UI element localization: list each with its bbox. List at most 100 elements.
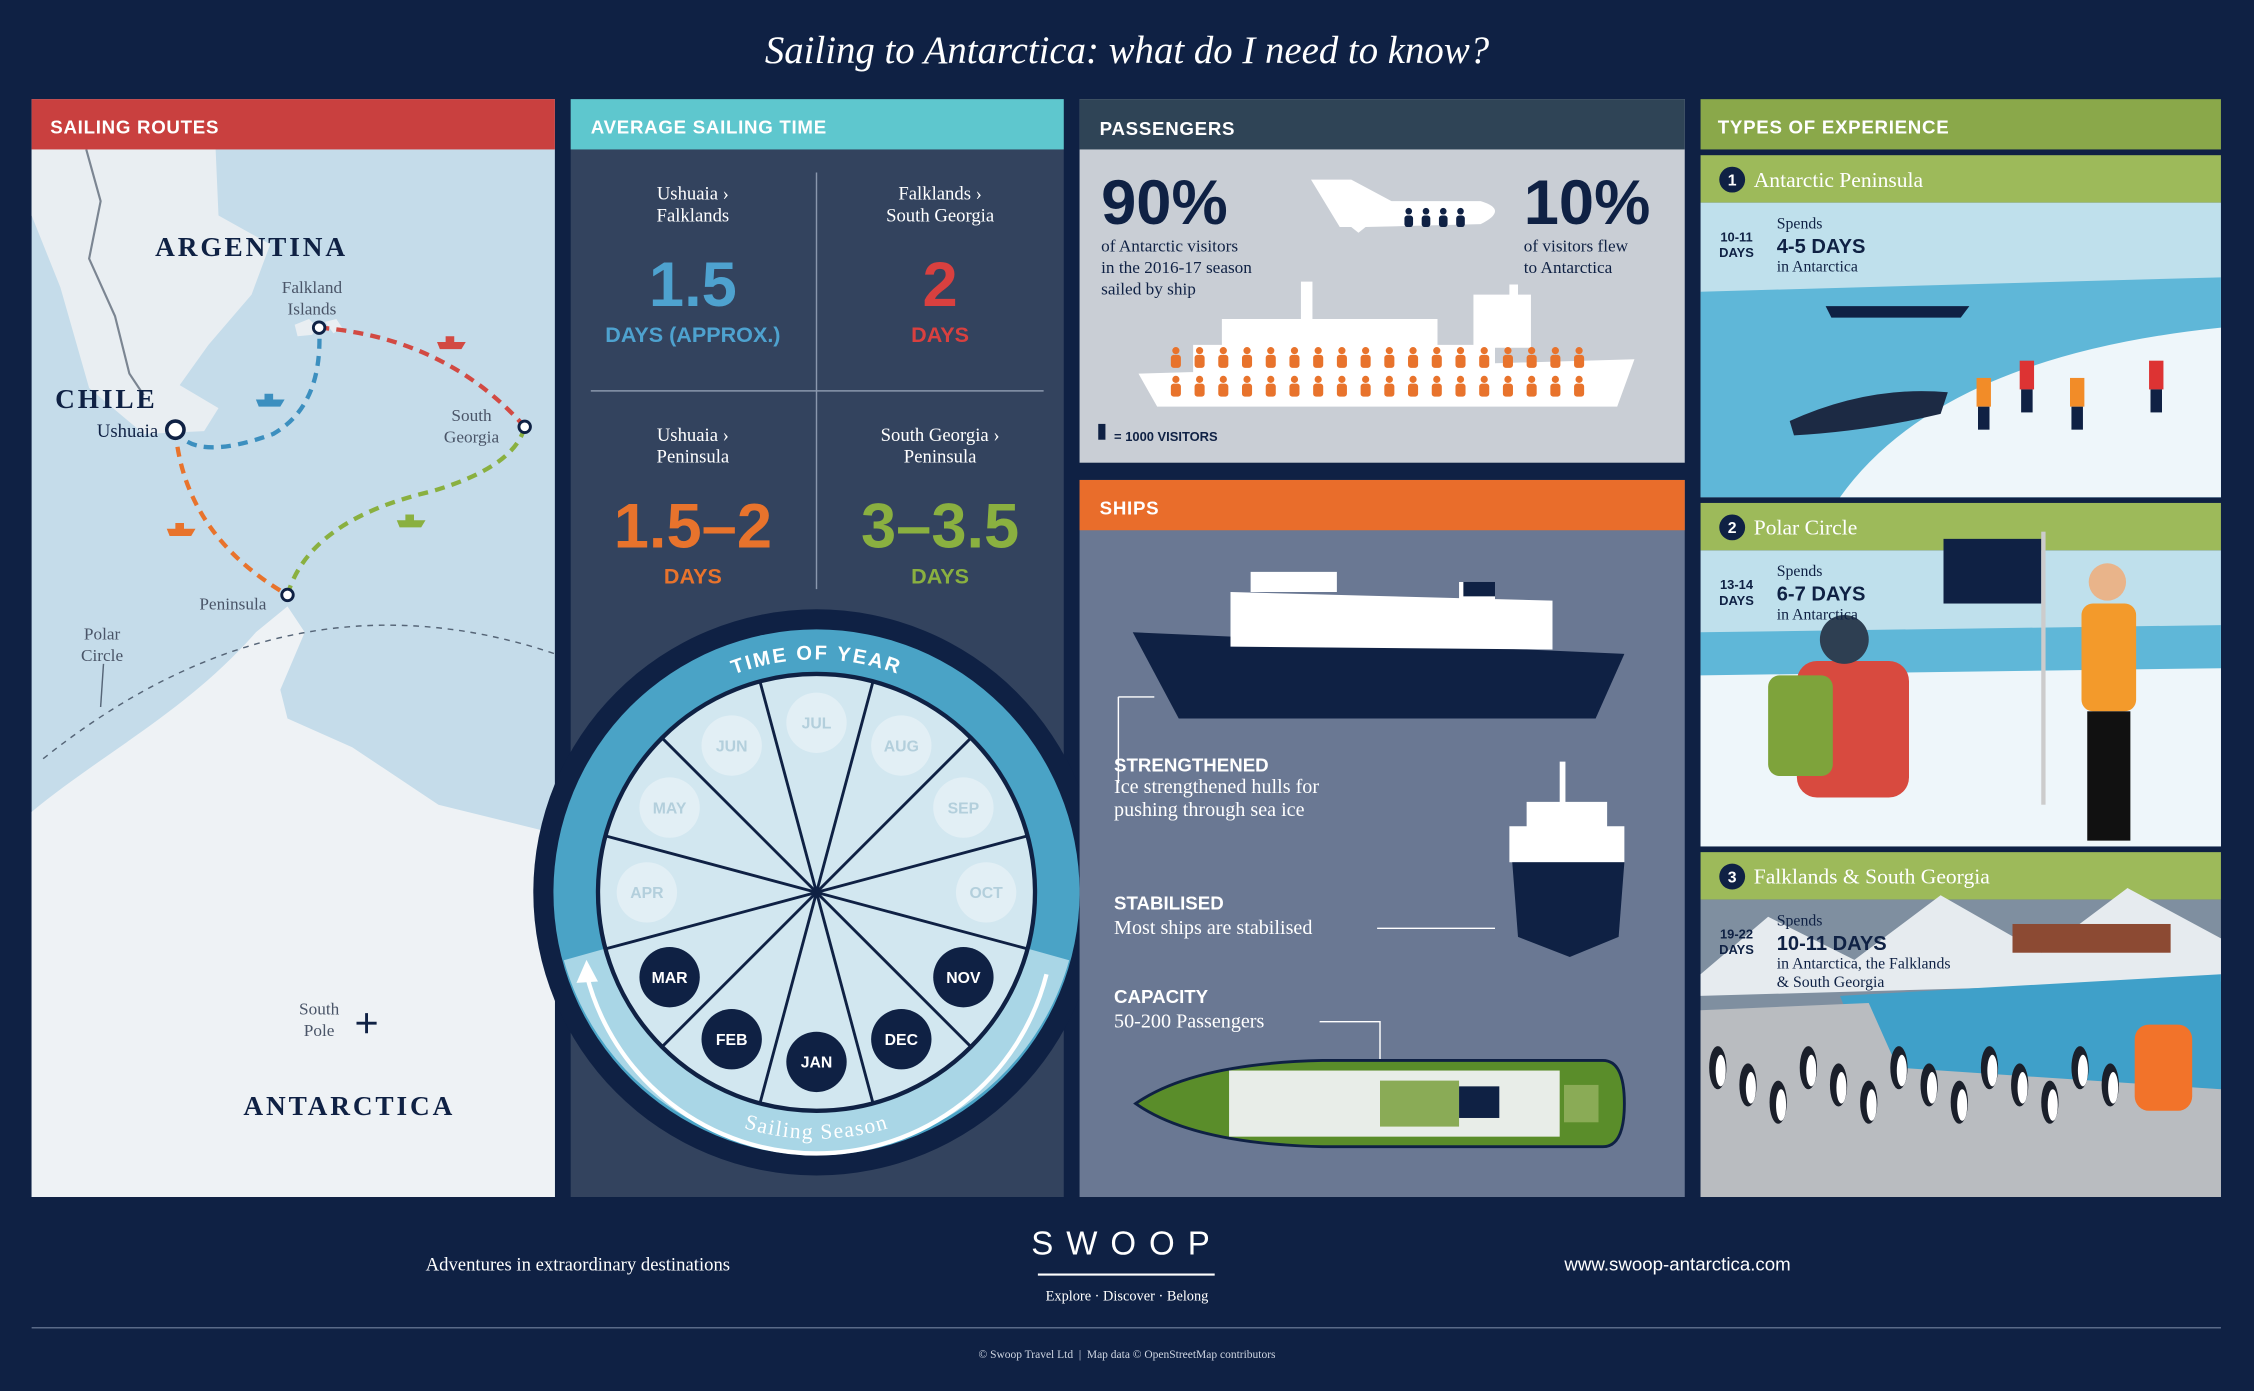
visitor-icon [1574,383,1585,397]
item-duration: 10-11 [1720,229,1752,244]
month-label: JUN [716,738,748,755]
map-panel [31,99,556,1198]
route-days: 1.5 [649,250,737,320]
passengers-panel [1138,281,1635,407]
month-dot [639,946,700,1008]
item-number-dot [1719,863,1746,890]
visitor-icon [1404,215,1414,228]
visitor-icon [1336,354,1347,368]
time-of-year-wheel [584,973,1049,1156]
flag [1943,538,2042,604]
map-panel [173,429,289,597]
place-label: Pole [304,1021,335,1040]
passengers-panel [1311,179,1495,228]
month-dot [639,777,700,838]
penguin [1776,1089,1787,1121]
visitor-icon [1243,347,1251,355]
bay [1840,974,2221,1090]
place-label: Islands [288,300,337,319]
passengers-panel [1079,99,1685,150]
visitor-icon [1384,354,1395,368]
visitor-icon [1551,347,1559,355]
visitor-icon [1526,383,1537,397]
month-dot [616,862,678,923]
month-label: NOV [946,970,981,987]
route-days: 2 [923,250,958,320]
penguin [1866,1089,1877,1121]
person [1976,377,1991,407]
zodiac [1789,391,1948,436]
place-label: Polar [84,624,121,643]
visitor-icon [1526,354,1537,368]
item-duration: DAYS [1719,245,1754,260]
visitor-icon [1338,347,1346,355]
url[interactable]: www.swoop-antarctica.com [1563,1253,1790,1274]
month-label: APR [630,885,664,902]
visitor-icons [1170,207,1585,397]
panel-heading: SAILING ROUTES [50,117,219,138]
wheel-spoke [815,682,875,893]
visitor-icon [1575,347,1583,355]
visitor-icon [1480,347,1488,355]
item-spends: Spends [1777,912,1823,929]
month-dot [933,777,994,838]
feature-text: pushing through sea ice [1114,799,1305,821]
person [2071,406,2083,430]
penguin [1806,1054,1817,1087]
visitor-icon [1479,383,1490,397]
visitor-icon [1433,375,1441,383]
route-days: 3–3.5 [861,492,1019,562]
share-text: sailed by ship [1101,280,1196,299]
visitor-icon [1243,375,1251,383]
person [1978,406,1990,430]
route-name: Falklands [657,205,730,226]
route-name: Ushuaia › [657,425,729,446]
visitor-icon [1438,215,1448,228]
month-label: OCT [969,885,1003,902]
credits: © Swoop Travel Ltd | Map data © OpenStre… [979,1349,1277,1361]
item-spends: Spends [1777,215,1823,232]
route-unit: DAYS (APPROX.) [605,322,780,347]
visitor-icon [1408,383,1419,397]
wheel-spoke [815,891,972,1047]
logo: SWOOP [1031,1225,1222,1262]
map-panel [85,149,145,396]
visitor-icon [1170,354,1181,368]
visitor-icon [1479,354,1490,368]
experience-panel [1700,99,2221,150]
month-dot [955,862,1017,923]
month-label: MAR [652,970,689,987]
route-name: Peninsula [657,447,730,468]
visitor-icon [1289,383,1300,397]
visitor-icon [1218,354,1229,368]
route-name: Ushuaia › [657,184,729,205]
feature-text: Most ships are stabilised [1114,917,1312,939]
place-label: South [299,1000,340,1019]
visitor-icon [1575,375,1583,383]
visitor-icon [1551,375,1559,383]
person [2134,1024,2193,1111]
ships-panel [1564,1084,1599,1123]
person [2019,360,2035,390]
visitor-icon [1455,383,1466,397]
ships-panel [1079,479,1685,531]
map-panel [437,336,466,350]
tagline: Adventures in extraordinary destinations [426,1254,730,1275]
item-name: Polar Circle [1754,516,1858,540]
wheel-spoke [758,891,818,1103]
month-dot [701,1009,762,1070]
map-panel [166,523,196,536]
visitor-icon [1433,347,1441,355]
panel-heading: PASSENGERS [1100,118,1236,139]
title: Sailing to Antarctica: what do I need to… [765,29,1490,72]
wheel-spoke [661,737,818,894]
person [2081,603,2137,712]
item-days: 4-5 DAYS [1777,236,1866,258]
visitor-icon [1196,375,1204,383]
visitor-icon [1218,383,1229,397]
experience-panel [1700,99,2221,150]
country-label: CHILE [55,384,157,414]
feature-text: Ice strengthened hulls for [1114,776,1319,798]
route-name: Peninsula [904,447,977,468]
visitor-icon [1170,383,1181,397]
